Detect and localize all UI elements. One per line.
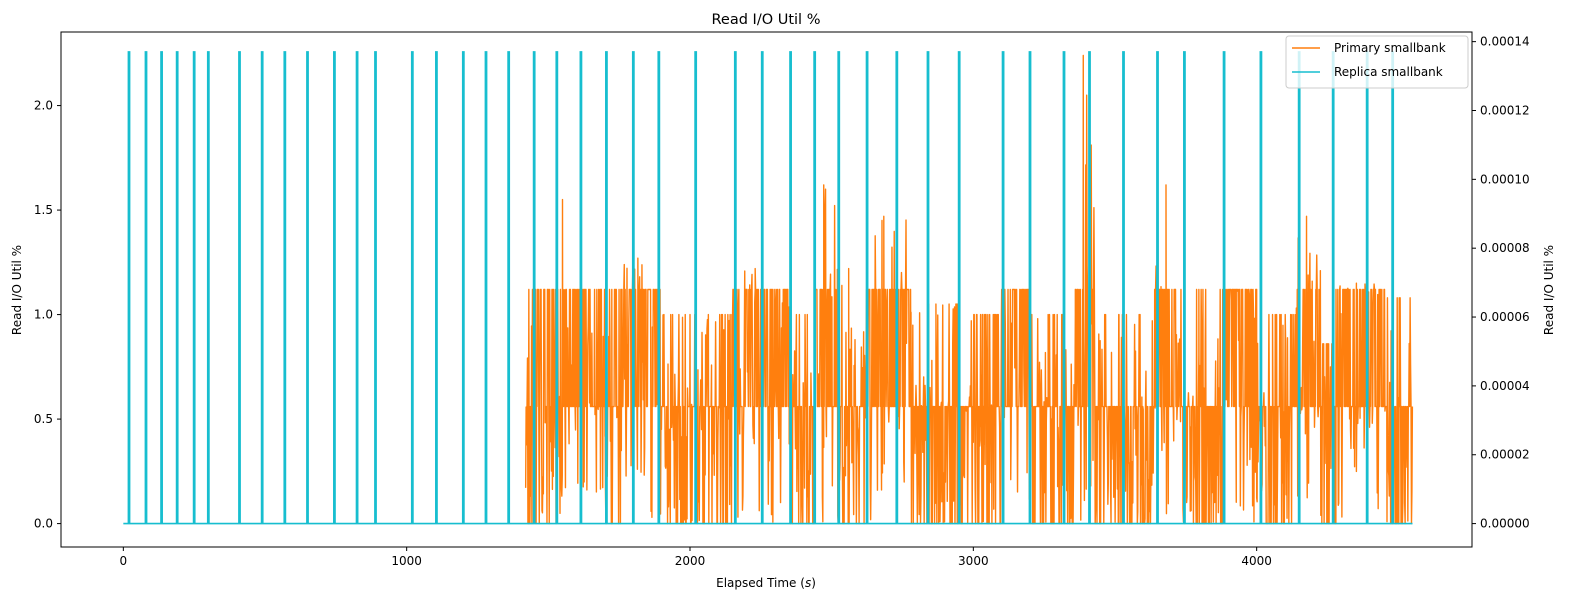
y-axis-left-label: Read I/O Util % [10,245,24,335]
y-left-tick-label: 0.5 [34,412,53,426]
y-left-tick-label: 2.0 [34,99,53,113]
y-right-tick-label: 0.00010 [1480,172,1530,186]
y-axis-right-label: Read I/O Util % [1542,245,1556,335]
x-axis-label: Elapsed Time (s) [716,576,816,590]
y-right-tick-label: 0.00008 [1480,241,1530,255]
legend-box [1285,35,1469,89]
x-tick-label: 4000 [1241,554,1272,568]
chart-title: Read I/O Util % [712,12,821,28]
x-tick-label: 2000 [675,554,706,568]
y-right-tick-label: 0.00014 [1480,35,1530,49]
y-right-tick-label: 0.00002 [1480,448,1530,462]
y-left-tick-label: 1.5 [34,203,53,217]
legend-label-primary-smallbank: Primary smallbank [1334,41,1446,55]
y-left-tick-label: 0.0 [34,517,53,531]
y-right-tick-label: 0.00012 [1480,103,1530,117]
y-axis-right: 0.00000 0.00002 0.00004 0.00006 0.00008 0.000… [1472,35,1530,531]
series-line-replica-smallbank [123,51,1413,525]
y-axis-left: 0.0 0.5 1.0 1.5 2.0 [34,99,61,531]
x-tick-label: 0 [120,554,128,568]
axes-frame [60,31,1473,548]
legend: Primary smallbank Replica smallbank [1285,35,1469,89]
series-line-primary-smallbank [524,54,1414,525]
x-axis: 0 1000 2000 3000 4000 [120,547,1272,568]
y-right-tick-label: 0.00006 [1480,310,1530,324]
x-tick-label: 3000 [958,554,989,568]
x-tick-label: 1000 [391,554,422,568]
y-right-tick-label: 0.00004 [1480,379,1530,393]
y-right-tick-label: 0.00000 [1480,517,1530,531]
y-left-tick-label: 1.0 [34,308,53,322]
plot-area [123,51,1414,525]
legend-label-replica-smallbank: Replica smallbank [1334,65,1443,79]
